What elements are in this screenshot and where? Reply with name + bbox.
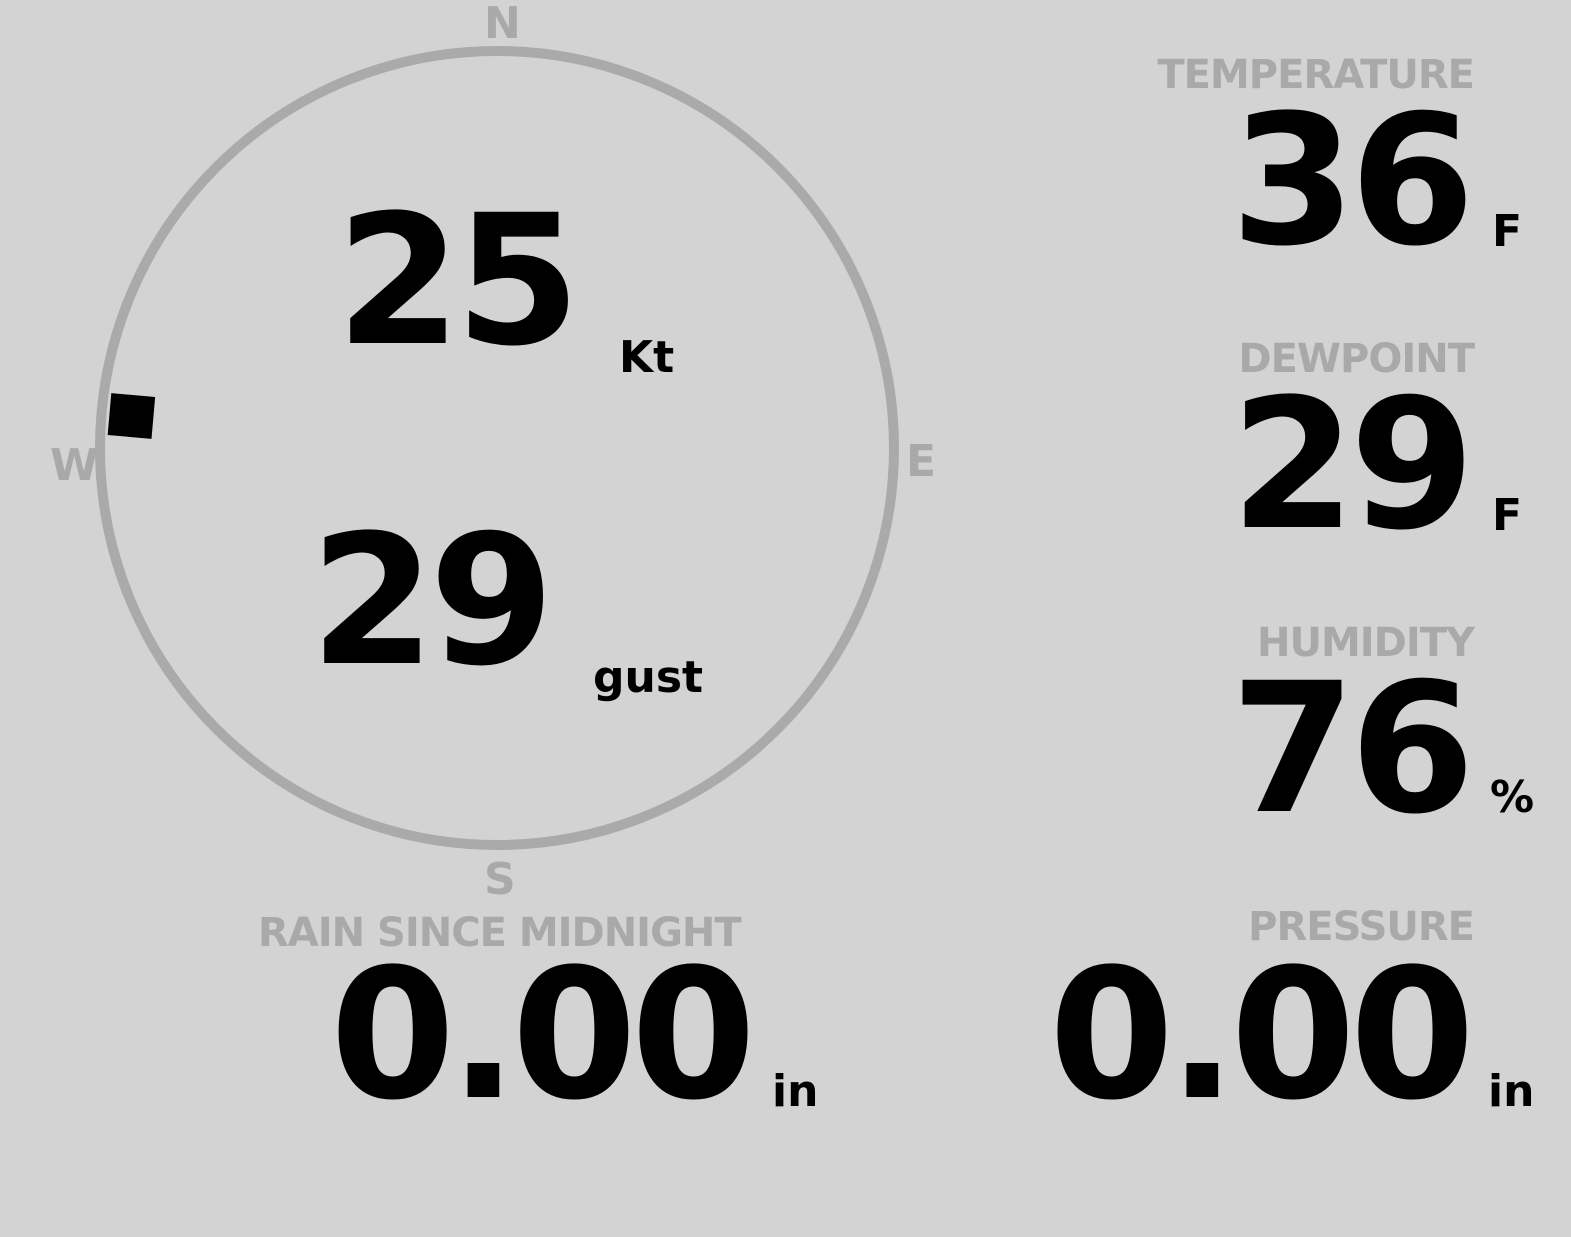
humidity-unit: % bbox=[1490, 772, 1535, 823]
wind-direction-marker bbox=[107, 393, 156, 439]
pressure-unit: in bbox=[1488, 1066, 1535, 1117]
compass-ring bbox=[95, 46, 899, 850]
pressure-value: 0.00 bbox=[1048, 931, 1475, 1140]
wind-speed-unit: Kt bbox=[619, 332, 675, 383]
compass-west-label: W bbox=[50, 440, 99, 491]
dewpoint-value: 29 bbox=[1230, 361, 1475, 570]
compass-north-label: N bbox=[484, 0, 521, 49]
rain-label: RAIN SINCE MIDNIGHT bbox=[258, 910, 742, 956]
wind-gust-value: 29 bbox=[310, 497, 554, 706]
dewpoint-label: DEWPOINT bbox=[1238, 336, 1475, 382]
rain-unit: in bbox=[772, 1066, 819, 1117]
compass-south-label: S bbox=[484, 854, 516, 905]
pressure-label: PRESSURE bbox=[1248, 904, 1475, 950]
humidity-label: HUMIDITY bbox=[1257, 620, 1475, 666]
wind-gust-unit: gust bbox=[593, 652, 704, 703]
compass-east-label: E bbox=[906, 436, 937, 487]
temperature-unit: F bbox=[1492, 206, 1523, 257]
temperature-label: TEMPERATURE bbox=[1157, 52, 1475, 98]
dewpoint-unit: F bbox=[1492, 490, 1523, 541]
temperature-value: 36 bbox=[1230, 77, 1475, 286]
humidity-value: 76 bbox=[1230, 645, 1475, 854]
wind-speed-value: 25 bbox=[336, 177, 580, 386]
rain-value: 0.00 bbox=[330, 931, 756, 1140]
